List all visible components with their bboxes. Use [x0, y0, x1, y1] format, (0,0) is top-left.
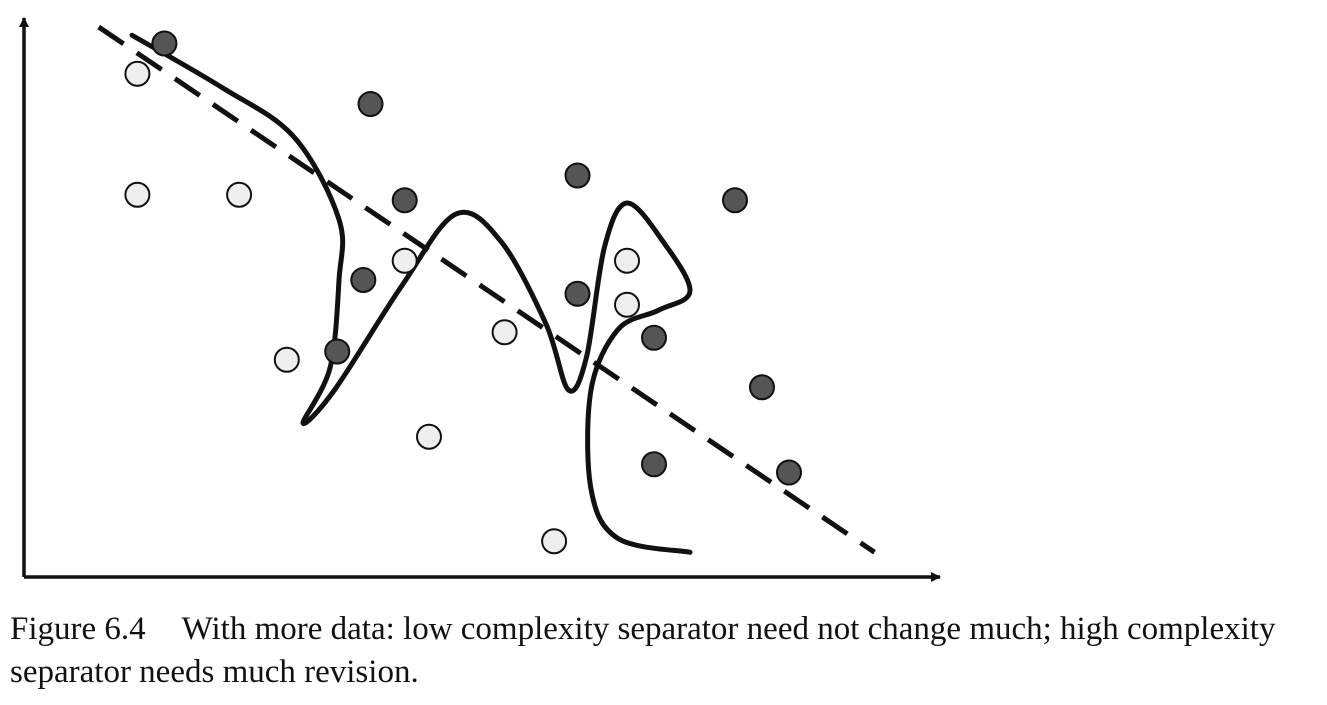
caption-label: Figure 6.4 [10, 611, 146, 647]
light-point-4 [391, 247, 418, 274]
low-complexity-separator [97, 24, 876, 555]
separators [97, 24, 876, 555]
dark-point-8 [324, 338, 351, 365]
light-point-9 [416, 423, 442, 450]
light-point-6 [614, 291, 640, 318]
dark-point-2 [357, 91, 384, 117]
light-point-5 [614, 247, 640, 274]
light-point-1 [124, 60, 151, 87]
data-points [124, 30, 802, 555]
dark-point-3 [391, 187, 418, 214]
dark-point-5 [722, 187, 748, 214]
chart-area [19, 17, 941, 582]
light-point-3 [226, 181, 253, 208]
light-point-10 [541, 528, 568, 555]
dark-point-6 [350, 267, 377, 293]
light-point-7 [491, 319, 518, 346]
figure-caption: Figure 6.4 With more data: low complexity… [10, 608, 1320, 694]
dark-point-12 [776, 459, 802, 486]
high-complexity-separator [129, 32, 693, 555]
light-point-8 [273, 346, 300, 373]
dark-point-1 [151, 30, 178, 57]
dark-point-9 [641, 324, 667, 351]
caption-text: With more data: low complexity separator… [10, 611, 1276, 690]
dark-point-4 [564, 162, 591, 189]
axes [19, 17, 941, 582]
dark-point-10 [749, 374, 775, 401]
light-point-2 [124, 181, 151, 208]
dark-point-11 [641, 451, 667, 478]
dark-point-7 [564, 280, 591, 307]
